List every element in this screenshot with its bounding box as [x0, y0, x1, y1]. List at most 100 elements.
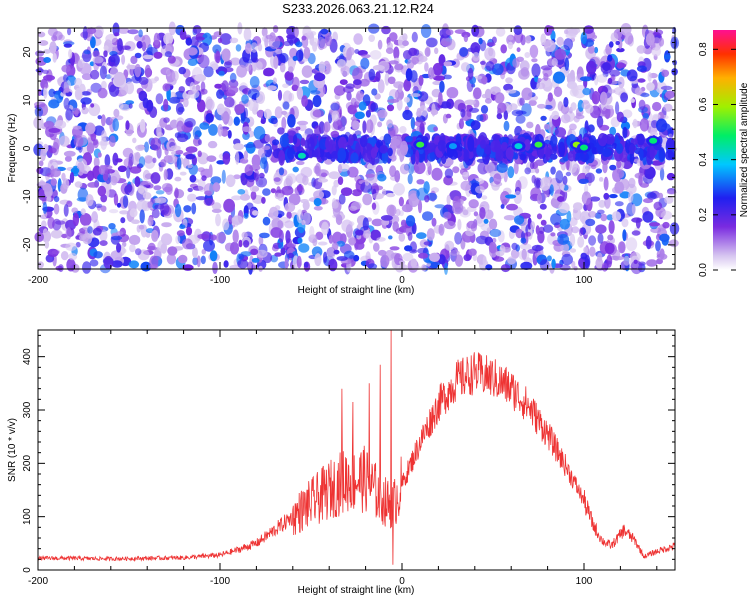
- spectrogram-cell: [170, 145, 181, 151]
- spectrogram-cell: [104, 154, 111, 168]
- spectrogram-cell: [362, 217, 369, 231]
- spectrogram-cell: [250, 248, 259, 255]
- spectrogram-cell: [108, 223, 116, 230]
- spectrogram-cell: [564, 57, 570, 71]
- spectrogram-cell: [132, 137, 137, 144]
- spectrogram-cell: [368, 23, 380, 34]
- spectrogram-cell: [286, 242, 297, 248]
- spectrogram-cell: [330, 102, 340, 111]
- spectrogram-cell: [203, 66, 214, 78]
- spectrogram-cell: [639, 148, 644, 161]
- spectrogram-cell: [281, 185, 294, 196]
- spectrogram-cell: [153, 51, 163, 59]
- spectrogram-cell: [203, 183, 214, 197]
- spectrogram-cell: [540, 115, 547, 121]
- spectrogram-cell: [555, 170, 564, 184]
- spectrogram-cell: [117, 233, 130, 243]
- spectrogram-cell: [348, 237, 357, 246]
- spectrogram-cell: [155, 197, 167, 204]
- spectrogram-cell: [178, 66, 187, 75]
- spectrogram-cell: [101, 114, 106, 127]
- spectrogram-cell: [407, 161, 415, 175]
- spectrogram-cell: [525, 231, 532, 237]
- spectrogram-cell: [281, 110, 288, 115]
- spectrogram-cell: [220, 112, 231, 123]
- spectrogram-cell: [185, 146, 198, 153]
- spectrogram-cell: [389, 165, 397, 177]
- spectrogram-cell: [85, 194, 94, 207]
- spectrogram-cell: [569, 248, 577, 253]
- spectrogram-cell: [48, 99, 60, 109]
- spectrogram-cell: [187, 193, 197, 202]
- spectrogram-cell: [272, 77, 277, 85]
- spectrogram-cell: [468, 248, 477, 256]
- spectrogram-cell: [192, 247, 198, 258]
- spectrogram-cell: [485, 61, 495, 72]
- spectrogram-cell: [160, 243, 167, 254]
- spectrogram-cell: [446, 87, 459, 99]
- spectrogram-cell: [449, 149, 458, 160]
- spectrogram-cell: [268, 206, 279, 220]
- spectrogram-cell: [389, 246, 400, 251]
- spectrogram-cell: [250, 190, 257, 200]
- spectrogram-cell: [623, 255, 630, 266]
- spectrogram-cell: [454, 232, 462, 245]
- spectrogram-cell: [42, 201, 48, 214]
- spectrogram-cell: [100, 137, 108, 150]
- spectrogram-cell: [596, 74, 608, 83]
- spectrogram-cell: [109, 84, 120, 97]
- spectrogram-cell: [463, 34, 469, 43]
- spectrogram-cell: [161, 222, 172, 228]
- spectrogram-cell: [379, 145, 388, 154]
- spectrogram-cell: [407, 173, 413, 185]
- spectrogram-cell: [464, 99, 477, 106]
- spectrogram-cell: [607, 77, 613, 85]
- spectrogram-cell: [634, 87, 643, 96]
- spectrogram-cell: [62, 178, 70, 190]
- spectrogram-cell: [549, 153, 558, 160]
- spectrogram-cell: [550, 232, 556, 237]
- spectrogram-cell: [616, 169, 625, 179]
- spectrogram-cell: [515, 180, 522, 193]
- spectrogram-cell: [643, 166, 656, 180]
- spectrogram-cell: [286, 35, 299, 44]
- spectrogram-cell: [346, 91, 352, 101]
- spectrogram-cell: [54, 120, 67, 129]
- spectrogram-cell: [506, 203, 518, 211]
- spectrogram-cell: [645, 32, 655, 46]
- spectrogram-cell: [40, 147, 46, 162]
- spectrogram-cell: [330, 130, 340, 138]
- spectrogram-cell: [144, 141, 149, 153]
- spectrogram-cell: [207, 140, 218, 149]
- spectrogram-cell: [636, 65, 647, 72]
- spectrogram-cell: [323, 251, 328, 263]
- spectrogram-cell: [326, 247, 336, 261]
- spectrogram-cell: [348, 134, 354, 147]
- spectrogram-cell: [443, 211, 452, 220]
- colorbar-tick-label: 0.2: [698, 207, 709, 221]
- colorbar-tick-label: 0.0: [698, 263, 709, 277]
- spectrogram-cell: [597, 209, 605, 215]
- snr-panel: -200 -100 0 100 0 100 200 300 400 Height of stra…: [7, 329, 676, 596]
- spectrogram-cell: [113, 193, 119, 206]
- spectrogram-cell: [141, 34, 151, 49]
- spectrogram-cell: [345, 83, 355, 89]
- spectrogram-cell: [381, 25, 391, 35]
- spectrogram-cell: [234, 104, 246, 114]
- spectrogram-cell: [443, 74, 452, 80]
- spectrogram-cell: [368, 68, 376, 81]
- spectrogram-cell: [354, 130, 362, 136]
- spectrogram-cell: [243, 27, 252, 41]
- spectrogram-cell: [270, 188, 276, 194]
- spectrogram-cell: [507, 256, 517, 265]
- spectrogram-cell: [659, 233, 670, 242]
- spectrogram-cell: [608, 89, 616, 94]
- spectrogram-cell: [636, 133, 645, 146]
- spectrogram-cell: [296, 86, 304, 100]
- spectrogram-cell: [122, 195, 129, 208]
- spectrogram-cell: [380, 254, 390, 268]
- spectrogram-cell: [125, 81, 135, 95]
- spectrogram-cell: [241, 94, 249, 104]
- spectrogram-cell: [313, 198, 322, 207]
